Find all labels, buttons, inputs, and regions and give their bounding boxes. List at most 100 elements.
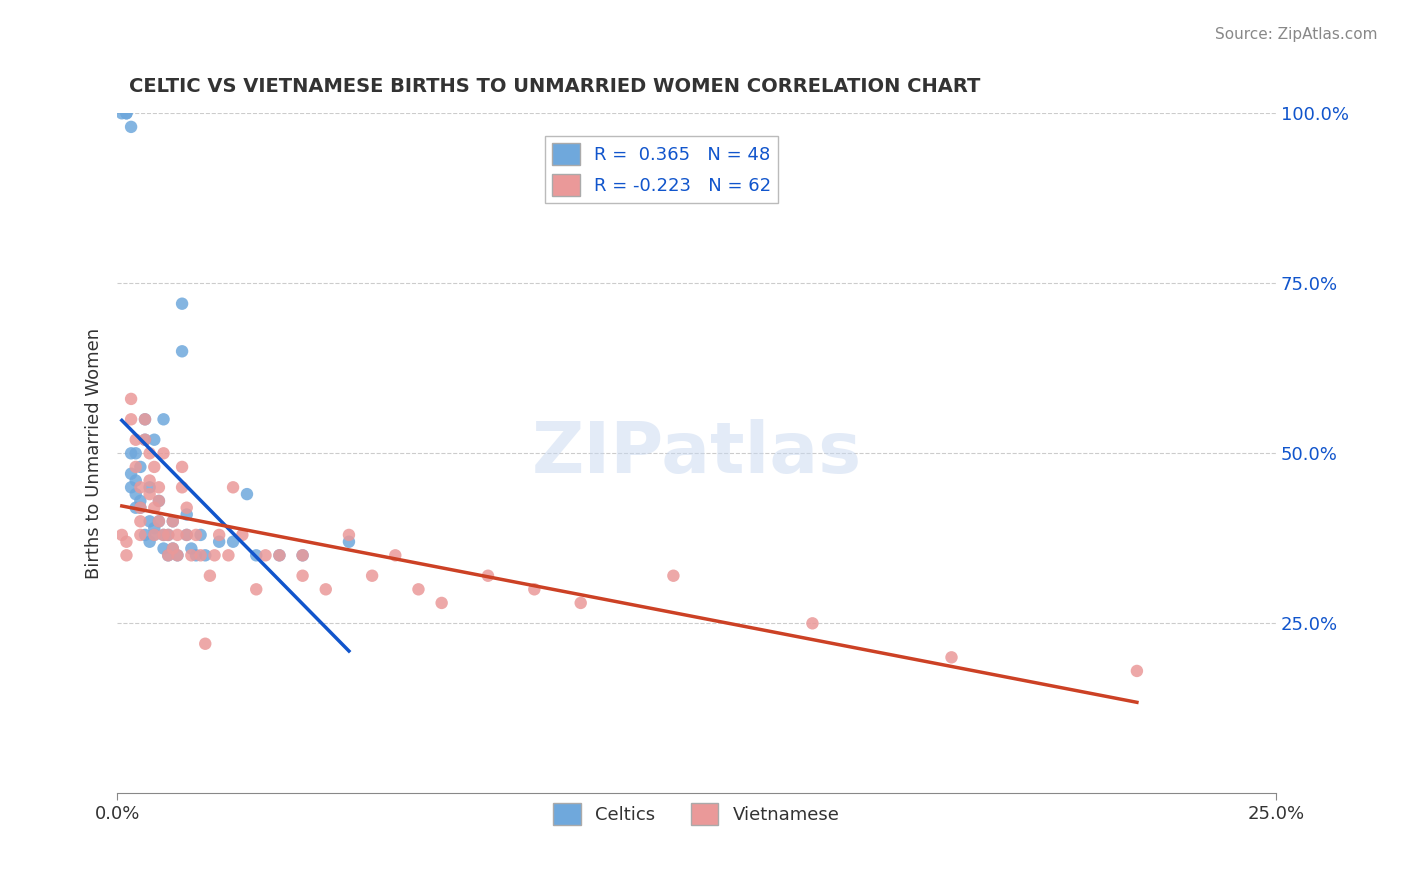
Point <box>152 412 174 426</box>
Point <box>361 568 384 582</box>
Point <box>134 528 156 542</box>
Point <box>138 480 160 494</box>
Point <box>138 514 160 528</box>
Point <box>801 616 824 631</box>
Point <box>138 474 160 488</box>
Point <box>166 549 188 563</box>
Point <box>152 446 174 460</box>
Point <box>125 433 148 447</box>
Point <box>134 412 156 426</box>
Point <box>194 549 217 563</box>
Point <box>1126 664 1149 678</box>
Point <box>222 534 245 549</box>
Point <box>269 549 291 563</box>
Point <box>148 514 170 528</box>
Point <box>662 568 685 582</box>
Point <box>129 459 152 474</box>
Point <box>115 534 138 549</box>
Point <box>408 582 430 597</box>
Legend: Celtics, Vietnamese: Celtics, Vietnamese <box>547 796 846 832</box>
Point <box>152 528 174 542</box>
Point <box>143 459 166 474</box>
Point <box>254 549 277 563</box>
Point <box>198 568 221 582</box>
Point <box>120 120 142 134</box>
Point <box>129 500 152 515</box>
Point <box>208 534 231 549</box>
Point <box>172 459 194 474</box>
Point <box>941 650 963 665</box>
Point <box>162 514 184 528</box>
Point <box>120 446 142 460</box>
Point <box>125 459 148 474</box>
Point <box>152 541 174 556</box>
Point <box>222 480 245 494</box>
Point <box>245 549 267 563</box>
Text: Source: ZipAtlas.com: Source: ZipAtlas.com <box>1215 27 1378 42</box>
Point <box>477 568 499 582</box>
Y-axis label: Births to Unmarried Women: Births to Unmarried Women <box>86 327 103 579</box>
Point <box>129 500 152 515</box>
Point <box>176 528 198 542</box>
Point <box>129 514 152 528</box>
Point <box>157 528 180 542</box>
Point <box>143 500 166 515</box>
Point <box>111 106 134 120</box>
Point <box>111 528 134 542</box>
Point <box>138 487 160 501</box>
Point <box>120 480 142 494</box>
Point <box>172 296 194 310</box>
Point <box>231 528 253 542</box>
Point <box>269 549 291 563</box>
Point <box>120 412 142 426</box>
Point <box>157 549 180 563</box>
Point <box>523 582 546 597</box>
Point <box>217 549 239 563</box>
Point <box>134 433 156 447</box>
Point <box>176 500 198 515</box>
Point <box>162 541 184 556</box>
Point <box>125 487 148 501</box>
Point <box>120 467 142 481</box>
Text: ZIPatlas: ZIPatlas <box>531 419 862 488</box>
Point <box>143 528 166 542</box>
Point <box>148 494 170 508</box>
Point <box>148 514 170 528</box>
Point <box>184 528 207 542</box>
Point <box>291 549 314 563</box>
Point <box>569 596 592 610</box>
Point <box>143 528 166 542</box>
Point <box>190 528 212 542</box>
Point <box>129 494 152 508</box>
Point <box>337 534 360 549</box>
Text: CELTIC VS VIETNAMESE BIRTHS TO UNMARRIED WOMEN CORRELATION CHART: CELTIC VS VIETNAMESE BIRTHS TO UNMARRIED… <box>129 78 980 96</box>
Point <box>291 549 314 563</box>
Point <box>129 528 152 542</box>
Point <box>115 549 138 563</box>
Point <box>194 637 217 651</box>
Point <box>162 514 184 528</box>
Point <box>337 528 360 542</box>
Point <box>176 528 198 542</box>
Point <box>180 541 202 556</box>
Point <box>148 494 170 508</box>
Point <box>143 433 166 447</box>
Point <box>236 487 259 501</box>
Point <box>176 508 198 522</box>
Point <box>204 549 226 563</box>
Point <box>120 392 142 406</box>
Point <box>157 549 180 563</box>
Point <box>125 500 148 515</box>
Point <box>134 433 156 447</box>
Point <box>190 549 212 563</box>
Point <box>245 582 267 597</box>
Point <box>172 344 194 359</box>
Point <box>125 474 148 488</box>
Point <box>115 106 138 120</box>
Point <box>134 412 156 426</box>
Point <box>430 596 453 610</box>
Point <box>143 521 166 535</box>
Point <box>291 568 314 582</box>
Point <box>166 528 188 542</box>
Point <box>148 480 170 494</box>
